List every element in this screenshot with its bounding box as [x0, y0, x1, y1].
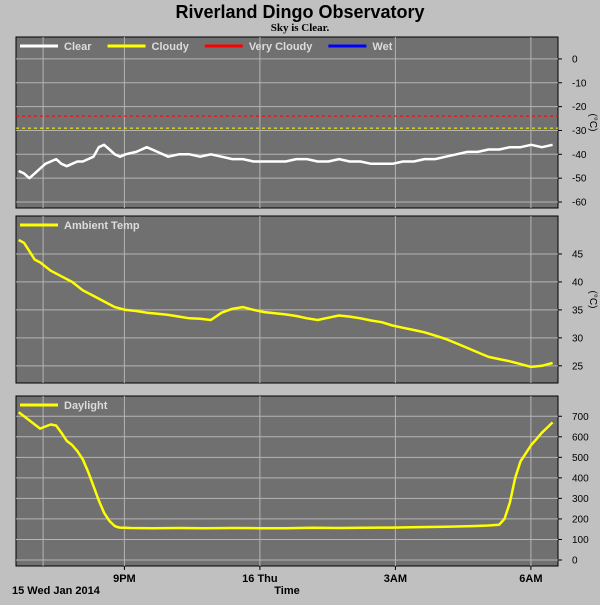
y-tick-label: 0 [572, 556, 578, 567]
legend-label: Daylight [64, 400, 108, 412]
x-tick-label: 9PM [113, 573, 136, 585]
y-tick-label: 500 [572, 453, 589, 464]
y-tick-label: 100 [572, 535, 589, 546]
y-tick-label: 45 [572, 249, 584, 260]
y-tick-label: -30 [572, 126, 587, 137]
legend-label: Very Cloudy [249, 41, 313, 53]
y-tick-label: 0 [572, 54, 578, 65]
y-axis-label: (°C) [587, 291, 598, 309]
panel-background [15, 215, 559, 384]
panel-background [15, 395, 559, 567]
panel-ambient: 45 40 35 30 25 (°C) Ambient Temp [15, 215, 598, 384]
y-tick-label: -50 [572, 174, 587, 185]
y-tick-label: -60 [572, 198, 587, 209]
legend-label: Clear [64, 41, 92, 53]
panel-daylight: 700 600 500 400 300 200 100 0 Daylight [15, 395, 589, 567]
chart-panels: 0 -10 -20 -30 -40 -50 -60 (°C) Clear Cloudy Very C… [15, 36, 598, 567]
y-tick-label: 700 [572, 412, 589, 423]
legend-label: Cloudy [152, 41, 190, 53]
y-tick-label: 200 [572, 514, 589, 525]
y-tick-label: -10 [572, 78, 587, 89]
legend-item: Daylight [20, 400, 108, 412]
chart-subtitle: Sky is Clear. [271, 22, 330, 34]
legend-item: Very Cloudy [204, 41, 313, 53]
y-tick-label: 25 [572, 361, 584, 372]
y-axis-label: (°C) [587, 114, 598, 132]
legend-item: Cloudy [107, 41, 190, 53]
y-tick-label: 35 [572, 305, 584, 316]
y-tick-label: 40 [572, 277, 584, 288]
legend-label: Ambient Temp [64, 220, 140, 232]
x-tick-label: 16 Thu [242, 573, 277, 585]
y-tick-label: -40 [572, 150, 587, 161]
legend-item: Wet [328, 41, 393, 53]
series-line-clear [18, 143, 553, 180]
y-tick-label: -20 [572, 102, 587, 113]
y-tick-label: 600 [572, 432, 589, 443]
legend-item: Clear [20, 41, 92, 53]
y-tick-label: 400 [572, 473, 589, 484]
panel-background [15, 36, 559, 209]
x-axis-start-label: 15 Wed Jan 2014 [12, 585, 101, 597]
panel-sky: 0 -10 -20 -30 -40 -50 -60 (°C) Clear Cloudy Very C… [15, 36, 598, 209]
legend-item: Ambient Temp [20, 220, 140, 232]
x-tick-label: 3AM [384, 573, 407, 585]
series-line-daylight [17, 411, 554, 530]
x-tick-label: 6AM [519, 573, 542, 585]
series-line-ambient-temp [18, 238, 553, 369]
y-tick-label: 300 [572, 494, 589, 505]
y-tick-label: 30 [572, 333, 584, 344]
legend-label: Wet [372, 41, 392, 53]
chart-title: Riverland Dingo Observatory [175, 2, 424, 22]
x-axis-label: Time [274, 585, 299, 597]
x-axis-ticks: 9PM 16 Thu 3AM 6AM [113, 566, 543, 585]
